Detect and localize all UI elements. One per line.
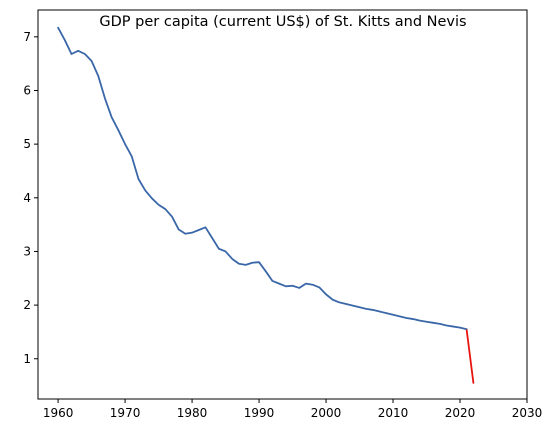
data-point <box>305 283 307 285</box>
data-point <box>184 233 186 235</box>
data-point <box>271 280 274 282</box>
data-point <box>338 301 341 304</box>
data-point <box>285 285 287 287</box>
data-point <box>97 75 99 77</box>
data-point <box>251 262 253 264</box>
data-point <box>90 60 93 62</box>
data-point <box>131 155 133 158</box>
data-point <box>312 284 314 286</box>
data-point <box>198 229 200 231</box>
data-point <box>151 197 153 199</box>
data-point <box>117 129 119 131</box>
chart-title: GDP per capita (current US$) of St. Kitt… <box>99 14 466 30</box>
data-point <box>231 258 233 260</box>
data-point <box>425 321 428 323</box>
data-point <box>365 308 367 310</box>
axes-frame <box>37 9 528 400</box>
data-point <box>124 143 126 145</box>
x-tick-label: 2000 <box>311 406 342 420</box>
x-tick-label: 1990 <box>244 406 275 420</box>
data-point <box>439 323 441 325</box>
data-point <box>332 299 334 301</box>
data-point <box>178 228 180 231</box>
data-point <box>291 285 294 287</box>
y-axis: 1 2 3 4 5 6 7 <box>23 30 38 366</box>
data-point <box>405 317 408 319</box>
data-point <box>358 306 361 308</box>
data-point <box>64 39 66 41</box>
series-line-0 <box>57 26 468 331</box>
data-point <box>432 322 434 324</box>
data-point <box>218 248 220 250</box>
y-tick-label: 7 <box>23 30 31 44</box>
x-tick-label: 2010 <box>378 406 409 420</box>
data-point <box>157 204 160 206</box>
data-point <box>452 325 454 328</box>
data-point <box>171 215 173 218</box>
data-point <box>224 250 227 253</box>
data-point <box>211 237 213 239</box>
data-point <box>70 53 73 55</box>
data-point <box>258 261 260 263</box>
data-point <box>419 320 421 322</box>
y-tick-label: 4 <box>23 191 31 205</box>
data-point <box>372 309 374 311</box>
data-point <box>352 305 354 307</box>
data-point <box>459 327 461 329</box>
data-point <box>318 286 320 288</box>
data-point <box>245 264 247 266</box>
y-tick-label: 2 <box>23 298 31 312</box>
data-point <box>265 270 267 272</box>
x-tick-label: 1970 <box>110 406 141 420</box>
y-tick-label: 1 <box>23 352 31 366</box>
x-tick-label: 1960 <box>43 406 74 420</box>
data-point <box>472 382 475 384</box>
x-tick-label: 2030 <box>512 406 543 420</box>
data-point <box>298 287 300 289</box>
y-tick-label: 3 <box>23 244 31 258</box>
x-tick-label: 2020 <box>445 406 476 420</box>
data-point <box>204 226 207 228</box>
data-point <box>144 189 146 191</box>
data-point <box>164 208 166 210</box>
data-point <box>345 303 347 305</box>
data-point <box>278 283 280 285</box>
data-point <box>325 293 327 295</box>
x-tick-label: 1980 <box>177 406 208 420</box>
data-point <box>104 97 106 100</box>
y-tick-label: 6 <box>23 83 31 97</box>
data-point <box>392 314 394 316</box>
data-point <box>137 178 140 180</box>
series-line-1 <box>465 329 475 384</box>
data-point <box>412 318 414 320</box>
data-point <box>111 116 113 118</box>
data-point <box>57 27 59 29</box>
data-point <box>466 329 468 331</box>
data-point <box>77 50 79 52</box>
data-point <box>399 315 401 317</box>
data-point <box>84 53 86 55</box>
data-point <box>379 310 381 313</box>
data-point <box>191 232 193 234</box>
y-tick-label: 5 <box>23 137 31 151</box>
data-point <box>446 324 448 327</box>
data-point <box>238 263 240 265</box>
x-axis: 1960 1970 1980 1990 2000 2010 2020 2030 <box>43 399 542 420</box>
plot-area <box>57 26 475 384</box>
data-point <box>385 312 387 314</box>
